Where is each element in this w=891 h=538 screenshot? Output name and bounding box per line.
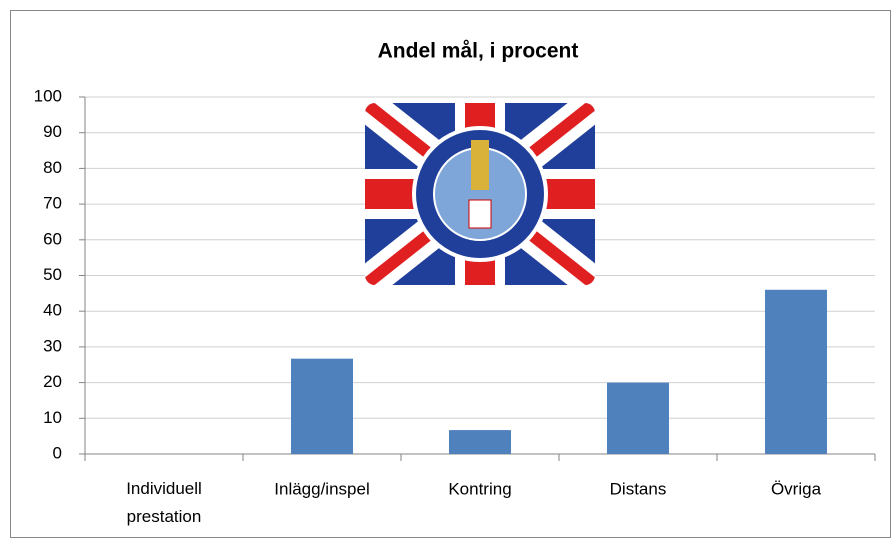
y-tick-label: 50 (43, 265, 62, 284)
y-tick-label: 80 (43, 158, 62, 177)
y-tick-label: 0 (53, 443, 62, 462)
bar (607, 382, 669, 454)
x-tick-label: Individuell prestation (126, 479, 202, 526)
y-tick-label: 100 (34, 86, 62, 105)
x-tick-label: Inlägg/inspel (274, 479, 369, 498)
y-tick-label: 20 (43, 372, 62, 391)
x-tick-label: Kontring (448, 479, 511, 498)
y-tick-label: 30 (43, 336, 62, 355)
y-tick-label: 60 (43, 229, 62, 248)
bar (449, 430, 511, 454)
y-tick-label: 70 (43, 194, 62, 213)
y-tick-label: 40 (43, 301, 62, 320)
logo (365, 103, 595, 285)
x-tick-label: Distans (610, 479, 667, 498)
y-tick-label: 10 (43, 408, 62, 427)
y-tick-label: 90 (43, 122, 62, 141)
bar (765, 289, 827, 454)
x-tick-label: Övriga (771, 479, 822, 498)
bar (291, 358, 353, 454)
chart-title: Andel mål, i procent (378, 40, 579, 63)
